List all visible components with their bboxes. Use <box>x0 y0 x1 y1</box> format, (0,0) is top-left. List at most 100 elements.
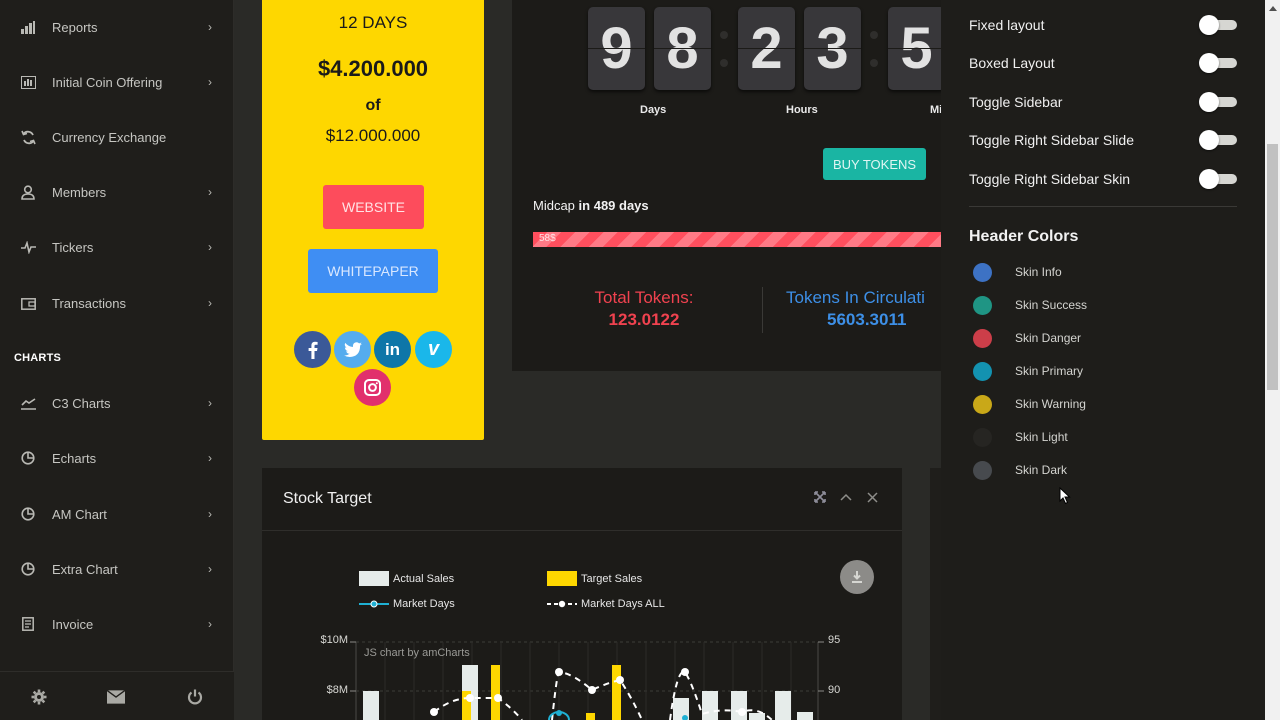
sidebar-item-tickers[interactable]: Tickers › <box>0 227 234 267</box>
close-icon[interactable] <box>865 490 879 504</box>
boxed-layout-toggle[interactable] <box>1199 53 1237 73</box>
color-swatch <box>973 460 992 480</box>
amount-goal: $12.000.000 <box>325 126 421 145</box>
facebook-icon[interactable] <box>294 331 331 368</box>
sidebar-item-extra-chart[interactable]: Extra Chart › <box>0 549 234 589</box>
legend-swatch <box>359 571 389 586</box>
sidebar-item-label: Extra Chart <box>52 561 118 577</box>
sidebar-item-label: Transactions <box>52 295 126 311</box>
sidebar-item-reports[interactable]: Reports › <box>0 7 234 47</box>
skin-success[interactable]: Skin Success <box>973 295 1087 315</box>
scrollbar-thumb[interactable] <box>1267 144 1278 390</box>
page-scrollbar[interactable] <box>1265 0 1280 720</box>
card-title: Stock Target <box>283 490 372 507</box>
vimeo-icon[interactable]: v <box>415 331 452 368</box>
y-tick-left: $8M <box>326 684 348 696</box>
website-button[interactable]: WEBSITE <box>323 185 424 229</box>
skin-primary[interactable]: Skin Primary <box>973 361 1083 381</box>
collapse-icon[interactable] <box>839 490 853 504</box>
mail-icon[interactable] <box>107 688 125 706</box>
y-tick-right: 95 <box>828 634 841 646</box>
download-button[interactable] <box>840 560 874 594</box>
pie-icon <box>20 506 36 522</box>
sidebar-item-currency-exchange[interactable]: Currency Exchange <box>0 117 234 157</box>
skin-info[interactable]: Skin Info <box>973 262 1062 282</box>
total-tokens-value: 123.0122 <box>608 310 680 329</box>
buy-tokens-button[interactable]: BUY TOKENS <box>823 148 926 180</box>
skin-dark[interactable]: Skin Dark <box>973 460 1067 480</box>
circulation-value: 5603.3011 <box>827 310 907 329</box>
toggle-sidebar-toggle[interactable] <box>1199 92 1237 112</box>
y-tick-right: 90 <box>828 684 841 696</box>
sidebar-item-c3-charts[interactable]: C3 Charts › <box>0 383 234 423</box>
pie-icon <box>20 450 36 466</box>
skin-label: Skin Info <box>1015 265 1062 279</box>
linkedin-icon[interactable]: in <box>374 331 411 368</box>
gear-icon[interactable] <box>30 688 48 706</box>
pie-icon <box>20 561 36 577</box>
ico-summary-card: 12 DAYS $4.200.000 of $12.000.000 WEBSIT… <box>262 0 484 440</box>
sidebar-item-echarts[interactable]: Echarts › <box>0 438 234 478</box>
chevron-right-icon: › <box>208 185 212 199</box>
twitter-icon[interactable] <box>334 331 371 368</box>
legend-actual-sales[interactable]: Actual Sales <box>359 571 454 586</box>
section-heading-charts: CHARTS <box>14 352 62 364</box>
setting-right-sidebar-slide: Toggle Right Sidebar Slide <box>969 128 1237 152</box>
header-colors-title: Header Colors <box>969 228 1079 245</box>
ico-chart-icon <box>20 74 36 90</box>
sidebar-item-invoice[interactable]: Invoice › <box>0 604 234 644</box>
sidebar-item-members[interactable]: Members › <box>0 172 234 212</box>
mouse-cursor-icon <box>1059 487 1071 505</box>
right-sidebar-skin-toggle[interactable] <box>1199 169 1237 189</box>
countdown-digit: 3 <box>804 7 861 90</box>
separator-dot <box>870 59 878 67</box>
sidebar-item-transactions[interactable]: Transactions › <box>0 283 234 323</box>
stock-chart: $10M $8M 95 90 JS chart by amCharts <box>302 628 862 720</box>
of-label: of <box>365 97 381 114</box>
skin-danger[interactable]: Skin Danger <box>973 328 1081 348</box>
midcap-info: Midcap in 489 days <box>533 198 649 213</box>
legend-market-days-all[interactable]: Market Days ALL <box>547 598 665 610</box>
countdown-minutes-label: Mi <box>930 104 942 116</box>
instagram-icon[interactable] <box>354 369 391 406</box>
right-sidebar-slide-toggle[interactable] <box>1199 130 1237 150</box>
skin-label: Skin Danger <box>1015 331 1082 345</box>
scroll-up-arrow-icon[interactable] <box>1269 6 1277 11</box>
skin-light[interactable]: Skin Light <box>973 427 1068 447</box>
color-swatch <box>973 427 992 447</box>
setting-label: Boxed Layout <box>969 55 1055 71</box>
skin-warning[interactable]: Skin Warning <box>973 394 1086 414</box>
legend-label: Actual Sales <box>393 572 455 585</box>
days-remaining: 12 DAYS <box>338 13 408 32</box>
legend-swatch <box>547 571 577 586</box>
legend-target-sales[interactable]: Target Sales <box>547 571 642 586</box>
legend-market-days[interactable]: Market Days <box>359 598 455 610</box>
total-tokens-label: Total Tokens: <box>594 288 694 307</box>
fixed-layout-toggle[interactable] <box>1199 15 1237 35</box>
stat-divider <box>762 287 763 333</box>
sidebar-item-initial-coin-offering[interactable]: Initial Coin Offering › <box>0 62 234 102</box>
whitepaper-button[interactable]: WHITEPAPER <box>308 249 438 293</box>
power-icon[interactable] <box>186 688 204 706</box>
chevron-right-icon: › <box>208 75 212 89</box>
setting-label: Toggle Sidebar <box>969 94 1063 110</box>
expand-icon[interactable] <box>813 490 827 504</box>
y-tick-left: $10M <box>320 634 348 646</box>
color-swatch <box>973 361 992 381</box>
color-swatch <box>973 295 992 315</box>
midcap-progress-bar: 58$ <box>533 232 942 247</box>
circulation-label: Tokens In Circulati <box>786 288 925 307</box>
color-swatch <box>973 262 992 282</box>
trend-icon <box>20 395 36 411</box>
setting-label: Toggle Right Sidebar Slide <box>969 132 1134 148</box>
bar-chart-icon <box>20 19 36 35</box>
midcap-prefix: Midcap <box>533 198 575 213</box>
skin-label: Skin Light <box>1015 430 1068 444</box>
sidebar-item-am-chart[interactable]: AM Chart › <box>0 494 234 534</box>
countdown-digit: 8 <box>654 7 711 90</box>
setting-fixed-layout: Fixed layout <box>969 13 1237 37</box>
chart-watermark[interactable]: JS chart by amCharts <box>364 647 470 659</box>
chevron-right-icon: › <box>208 617 212 631</box>
user-icon <box>20 184 36 200</box>
